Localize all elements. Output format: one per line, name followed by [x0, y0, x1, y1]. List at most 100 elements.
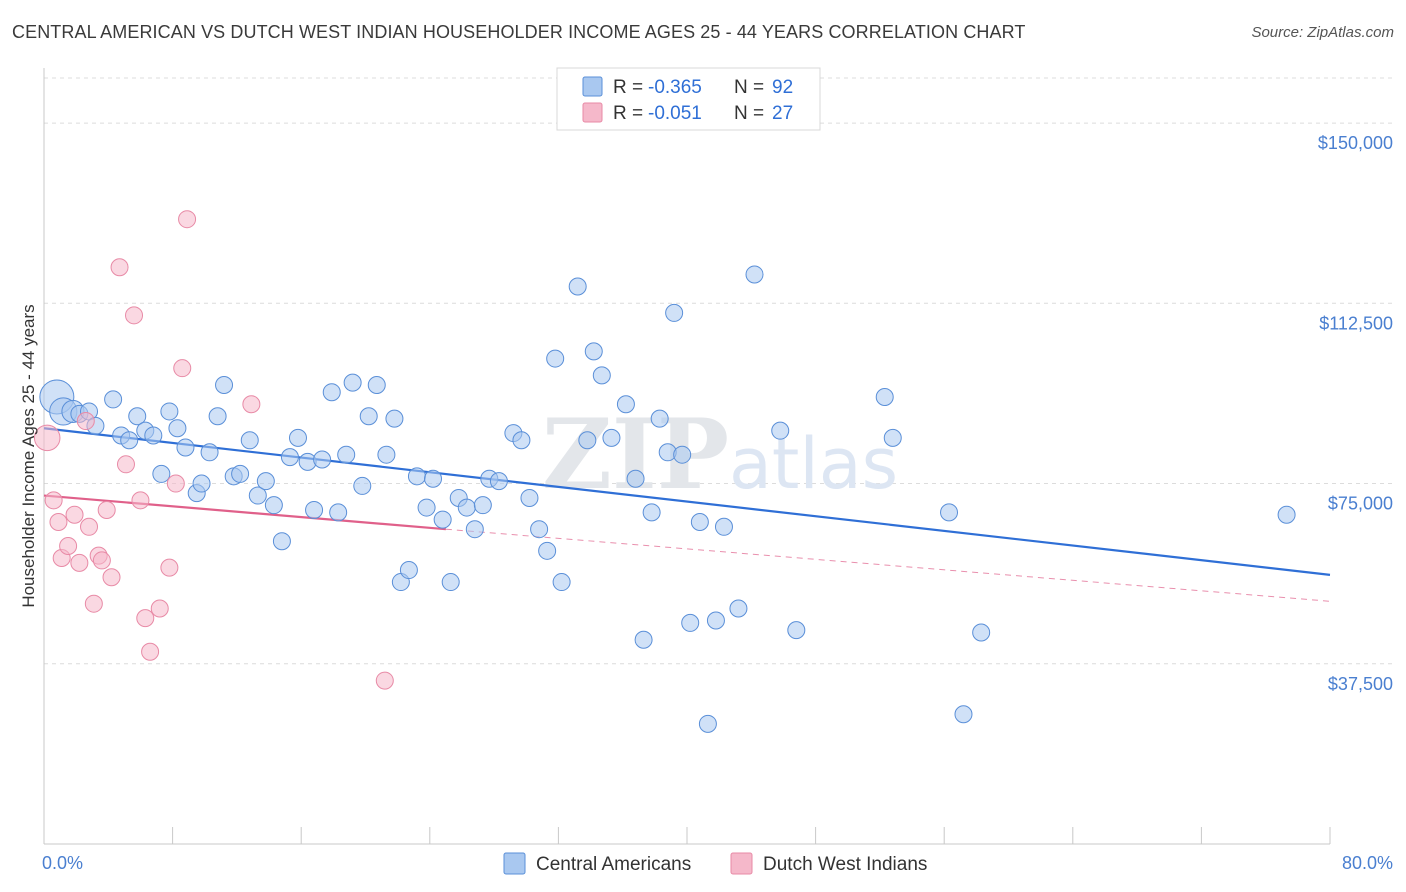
y-tick-labels: $37,500 $75,000 $112,500 $150,000 — [1318, 133, 1393, 694]
central-americans-point — [642, 503, 661, 522]
central-americans-point — [673, 445, 692, 464]
central-americans-point — [288, 428, 307, 447]
central-americans-point — [256, 472, 275, 491]
central-americans-point — [192, 474, 211, 493]
dutch-west-indians-point — [92, 551, 111, 570]
dutch-west-indians-point — [136, 609, 155, 628]
central-americans-point — [240, 431, 259, 450]
bottom-legend-swatch-dutch-west-indians — [730, 852, 753, 875]
dutch-west-indians-point — [76, 412, 95, 431]
central-americans-point — [128, 407, 147, 426]
central-americans-point — [264, 496, 283, 515]
central-americans-point — [231, 464, 250, 483]
central-americans-point — [634, 630, 653, 649]
central-americans-point — [215, 376, 234, 395]
x-tick-label-min: 0.0% — [42, 853, 83, 873]
dutch-west-indians-point — [49, 512, 68, 531]
legend-n-value: 27 — [772, 103, 793, 124]
x-tick-label-max: 80.0% — [1342, 853, 1393, 873]
central-americans-point — [552, 573, 571, 592]
central-americans-point — [359, 407, 378, 426]
central-americans-point — [473, 496, 492, 515]
dutch-west-indians-point — [242, 395, 261, 414]
central-americans-point — [313, 450, 332, 469]
central-americans-point — [343, 373, 362, 392]
central-americans-trendline — [43, 427, 1331, 576]
legend-n-label: N = — [734, 103, 764, 124]
bottom-legend: Central Americans Dutch West Indians — [503, 852, 927, 875]
central-americans-point — [568, 277, 587, 296]
central-americans-point — [280, 448, 299, 467]
legend-swatch-central-americans — [582, 76, 603, 97]
dutch-west-indians-point — [150, 599, 169, 618]
dutch-west-indians-point — [173, 359, 192, 378]
central-americans-point — [144, 426, 163, 445]
central-americans-point — [433, 510, 452, 529]
dutch-west-indians-point — [116, 455, 135, 474]
dutch-west-indians-point — [125, 306, 144, 325]
dutch-west-indians-point — [84, 594, 103, 613]
central-americans-point — [665, 303, 684, 322]
legend-box: R = -0.365 N = 92 R = -0.051 N = 27 — [556, 67, 821, 131]
central-americans-point — [377, 445, 396, 464]
central-americans-point — [367, 376, 386, 395]
bottom-legend-label-central-americans: Central Americans — [536, 854, 691, 875]
central-americans-point — [305, 500, 324, 519]
watermark: ZIPatlas — [542, 398, 898, 511]
central-americans-point — [681, 613, 700, 632]
dutch-west-indians-point — [44, 491, 63, 510]
dutch-west-indians-point — [70, 553, 89, 572]
trend-layer — [43, 427, 1331, 602]
dutch-west-indians-point — [178, 210, 197, 229]
central-americans-point — [329, 503, 348, 522]
central-americans-point — [771, 421, 790, 440]
central-americans-point — [441, 573, 460, 592]
central-americans-point — [168, 419, 187, 438]
central-americans-point — [152, 464, 171, 483]
central-americans-point — [546, 349, 565, 368]
legend-r-value: -0.365 — [648, 77, 702, 98]
dutch-west-indians-point — [102, 568, 121, 587]
central-americans-point — [248, 486, 267, 505]
central-americans-point — [584, 342, 603, 361]
central-americans-point — [787, 621, 806, 640]
central-americans-point — [200, 443, 219, 462]
central-americans-point — [208, 407, 227, 426]
central-americans-point — [698, 714, 717, 733]
chart-title: CENTRAL AMERICAN VS DUTCH WEST INDIAN HO… — [12, 22, 1026, 42]
central-americans-point — [972, 623, 991, 642]
central-americans-point — [875, 388, 894, 407]
central-americans-point — [489, 472, 508, 491]
legend-r-label: R = — [613, 103, 643, 124]
chart-source: Source: ZipAtlas.com — [1251, 24, 1394, 41]
bottom-legend-swatch-central-americans — [503, 852, 526, 875]
central-americans-point — [160, 402, 179, 421]
central-americans-point — [120, 431, 139, 450]
central-americans-point — [322, 383, 341, 402]
axis-layer — [43, 68, 1331, 845]
points-layer — [33, 210, 1296, 733]
central-americans-point — [399, 561, 418, 580]
central-americans-point — [602, 428, 621, 447]
dutch-west-indians-point — [33, 424, 61, 452]
y-tick-label: $112,500 — [1319, 313, 1393, 333]
central-americans-point — [616, 395, 635, 414]
dutch-west-indians-point — [375, 671, 394, 690]
bottom-legend-label-dutch-west-indians: Dutch West Indians — [763, 854, 927, 875]
central-americans-point — [538, 541, 557, 560]
central-americans-point — [650, 409, 669, 428]
central-americans-point — [424, 469, 443, 488]
legend-n-label: N = — [734, 77, 764, 98]
central-americans-point — [729, 599, 748, 618]
central-americans-point — [353, 476, 372, 495]
dutch-west-indians-point — [131, 491, 150, 510]
y-axis-label: Householder Income Ages 25 - 44 years — [19, 304, 38, 607]
central-americans-point — [385, 409, 404, 428]
central-americans-point — [690, 512, 709, 531]
dutch-west-indians-point — [141, 642, 160, 661]
dutch-west-indians-point — [80, 517, 99, 536]
y-tick-label: $75,000 — [1328, 494, 1393, 514]
dutch-west-indians-point — [160, 558, 179, 577]
central-americans-point — [714, 517, 733, 536]
central-americans-point — [457, 498, 476, 517]
